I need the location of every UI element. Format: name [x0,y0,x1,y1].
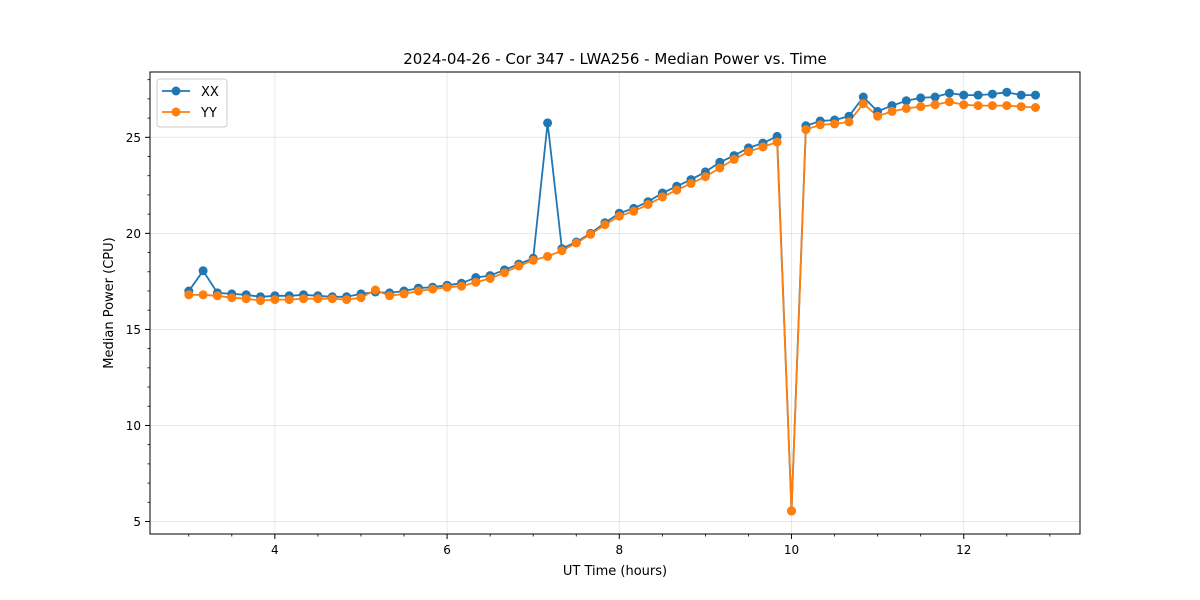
data-point-yy [342,295,352,305]
data-point-yy [973,101,983,111]
y-tick-label: 25 [126,131,141,145]
legend-marker-yy [171,107,181,117]
chart-title: 2024-04-26 - Cor 347 - LWA256 - Median P… [403,50,827,68]
data-point-yy [959,100,969,110]
data-point-yy [356,293,366,303]
data-point-yy [543,251,553,261]
y-axis-label: Median Power (CPU) [102,237,117,368]
data-point-xx [1002,87,1012,97]
data-point-yy [700,172,710,182]
data-point-yy [184,290,194,300]
data-point-yy [413,286,423,296]
grid [150,72,1080,534]
data-point-yy [657,192,667,202]
data-point-xx [959,90,969,100]
data-point-yy [212,291,222,301]
data-point-yy [284,295,294,305]
legend-label-yy: YY [200,106,217,121]
legend: XX YY [156,78,228,128]
axis-ticks: 4 6 8 10 12 5 10 15 20 25 [126,79,1051,557]
data-point-yy [571,238,581,248]
data-point-xx [944,88,954,98]
x-tick-label: 4 [271,543,279,557]
x-axis-label: UT Time (hours) [563,564,667,579]
y-tick-label: 15 [126,323,141,337]
data-point-yy [500,268,509,278]
data-point-yy [944,97,954,107]
data-point-yy [442,282,452,292]
data-point-yy [1031,103,1040,112]
data-point-xx [987,89,997,99]
data-point-yy [787,506,796,516]
x-tick-label: 6 [443,543,451,557]
data-point-xx [973,90,983,100]
data-point-yy [801,125,811,135]
data-point-yy [299,294,308,304]
data-point-yy [614,211,624,221]
plot-area-frame [149,71,1081,535]
data-point-yy [370,285,380,295]
y-tick-label: 20 [126,227,141,241]
y-tick-label: 5 [133,515,141,529]
data-point-yy [428,284,438,294]
data-point-yy [672,185,682,195]
data-point-yy [686,178,696,188]
data-point-yy [485,274,495,283]
data-point-yy [987,101,997,111]
data-point-yy [873,111,883,121]
data-point-yy [729,154,739,164]
plot-series [184,87,1040,516]
data-point-yy [916,102,926,112]
data-point-xx [916,93,926,103]
data-point-xx [198,266,208,276]
data-point-yy [227,293,237,303]
data-point-xx [1016,90,1026,100]
data-point-yy [715,163,725,173]
x-tick-label: 8 [615,543,623,557]
data-point-yy [901,104,911,113]
data-point-yy [830,119,840,129]
data-point-yy [629,206,639,216]
data-point-yy [600,220,610,230]
data-point-yy [241,294,251,304]
data-point-yy [198,290,208,300]
data-point-xx [930,92,940,102]
data-point-yy [327,294,337,304]
data-point-yy [399,289,409,299]
y-tick-label: 10 [126,419,141,433]
x-tick-label: 12 [956,543,971,557]
data-point-yy [471,277,481,287]
data-point-yy [586,229,596,239]
legend-label-xx: XX [201,85,219,100]
data-point-yy [858,99,868,109]
data-point-yy [457,281,466,291]
data-point-yy [844,117,854,127]
data-point-yy [930,100,940,110]
data-point-yy [758,142,768,152]
legend-marker-xx [171,86,181,96]
data-point-yy [313,294,323,304]
data-point-xx [1031,90,1040,100]
data-point-yy [256,296,265,306]
x-tick-label: 10 [784,543,799,557]
data-point-yy [514,261,524,271]
data-point-yy [744,147,753,157]
data-point-yy [772,137,782,147]
data-point-yy [528,255,538,265]
data-point-xx [858,92,868,102]
data-point-yy [1002,101,1012,111]
data-point-yy [385,291,395,301]
data-point-xx [901,96,911,106]
data-point-yy [887,106,897,116]
data-point-xx [543,118,553,128]
data-point-yy [815,120,825,130]
data-point-yy [557,246,567,256]
data-point-yy [643,200,653,209]
data-point-yy [270,295,280,305]
data-point-yy [1016,102,1026,112]
